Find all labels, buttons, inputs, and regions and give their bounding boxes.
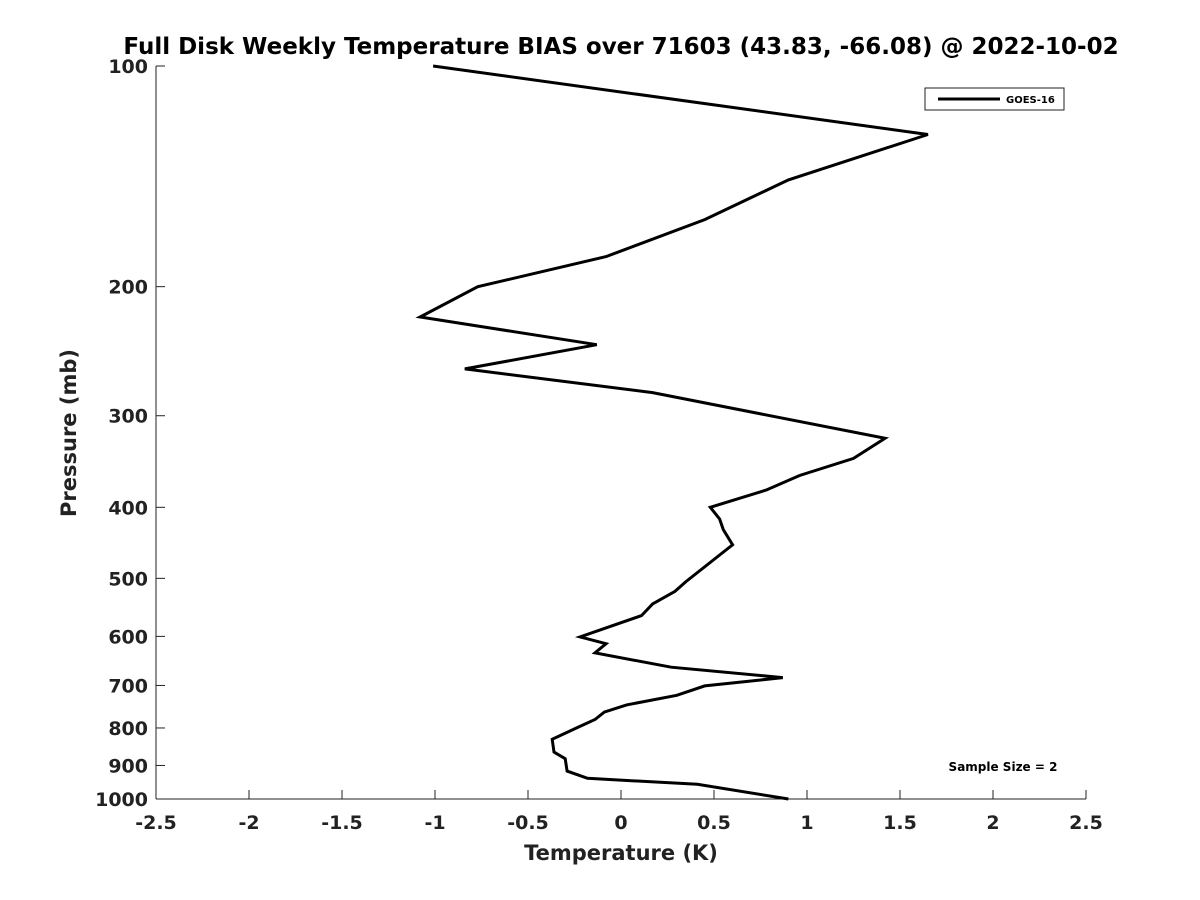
chart-title: Full Disk Weekly Temperature BIAS over 7… — [123, 34, 1118, 60]
x-tick-label: -0.5 — [507, 812, 549, 834]
x-tick-label: -2.5 — [135, 812, 177, 834]
y-tick-label: 1000 — [95, 789, 148, 811]
y-axis-label: Pressure (mb) — [57, 349, 81, 517]
y-tick-label: 200 — [108, 277, 148, 299]
x-tick-label: -2 — [238, 812, 259, 834]
x-ticks: -2.5 -2 -1.5 -1 -0.5 0 0.5 1 1.5 2 2.5 — [135, 790, 1103, 834]
x-tick-label: 1.5 — [883, 812, 917, 834]
x-tick-label: 2.5 — [1069, 812, 1103, 834]
y-tick-label: 100 — [108, 56, 148, 78]
x-tick-label: 0.5 — [697, 812, 731, 834]
y-tick-label: 300 — [108, 406, 148, 428]
x-tick-label: 1 — [800, 812, 813, 834]
x-axis-label: Temperature (K) — [524, 841, 718, 865]
y-tick-label: 400 — [108, 497, 148, 519]
y-tick-label: 600 — [108, 626, 148, 648]
sample-size-annotation: Sample Size = 2 — [949, 760, 1058, 774]
legend-label: GOES-16 — [1006, 95, 1055, 106]
x-tick-label: 0 — [614, 812, 627, 834]
axes — [155, 66, 1086, 800]
x-tick-label: 2 — [986, 812, 999, 834]
x-tick-label: -1 — [424, 812, 445, 834]
x-tick-label: -1.5 — [321, 812, 363, 834]
series-line-goes-16 — [415, 64, 929, 801]
y-tick-label: 500 — [108, 568, 148, 590]
y-tick-label: 800 — [108, 718, 148, 740]
y-ticks: 100 200 300 400 500 600 700 800 900 1000 — [95, 56, 165, 811]
y-tick-label: 900 — [108, 755, 148, 777]
legend: GOES-16 — [924, 87, 1065, 111]
series-layer — [415, 64, 929, 801]
y-tick-label: 700 — [108, 675, 148, 697]
